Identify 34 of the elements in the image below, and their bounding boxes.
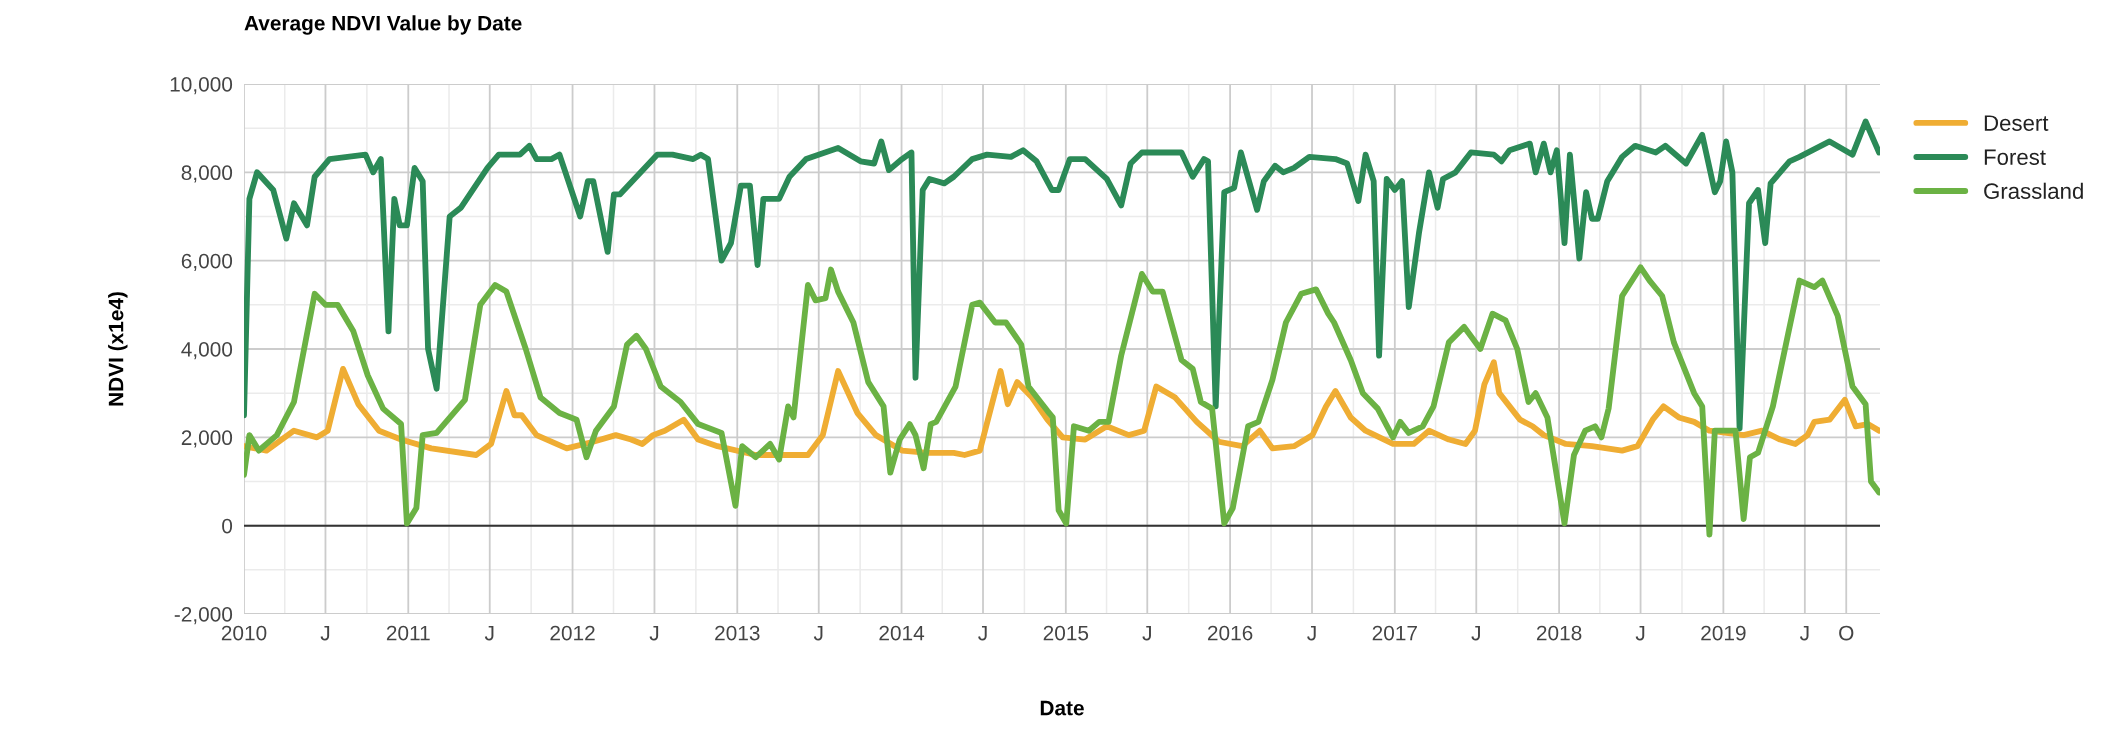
x-tick-label: 2012 [550, 625, 595, 641]
legend-label: Grassland [1984, 182, 2083, 200]
chart-title: Average NDVI Value by Date [244, 15, 522, 35]
y-tick-label: -2,000 [174, 607, 233, 625]
y-tick-label: 8,000 [181, 165, 233, 183]
x-tick-label: J [1635, 625, 1645, 641]
x-tick-label: 2015 [1043, 625, 1089, 641]
x-tick-label: 2014 [879, 625, 925, 641]
y-tick-label: 2,000 [181, 430, 233, 448]
x-tick-label: 2013 [715, 625, 760, 641]
y-tick-label: 10,000 [170, 77, 233, 95]
x-tick-label: J [484, 625, 494, 641]
y-tick-label: 0 [222, 518, 233, 534]
y-tick-label: 6,000 [181, 253, 233, 271]
x-tick-label: 2010 [221, 625, 267, 641]
x-tick-label: O [1839, 625, 1854, 641]
x-tick-label: J [1307, 625, 1316, 641]
y-tick-label: 4,000 [181, 342, 233, 360]
x-tick-label: J [1799, 625, 1809, 641]
x-tick-label: 2018 [1536, 625, 1582, 641]
x-tick-label: J [813, 625, 823, 641]
y-axis-title: NDVI (x1e4) [108, 292, 128, 406]
x-tick-label: 2016 [1207, 625, 1253, 641]
x-tick-label: J [978, 625, 987, 641]
legend-label: Desert [1984, 115, 2049, 131]
x-tick-label: J [1471, 625, 1480, 641]
x-tick-label: J [320, 625, 330, 641]
x-tick-label: 2019 [1701, 625, 1746, 641]
x-tick-label: 2017 [1372, 625, 1417, 641]
x-tick-label: 2011 [386, 625, 430, 641]
legend-label: Forest [1984, 149, 2046, 165]
x-tick-label: J [649, 625, 659, 641]
x-axis-title: Date [1040, 700, 1084, 716]
x-tick-label: J [1142, 625, 1151, 641]
